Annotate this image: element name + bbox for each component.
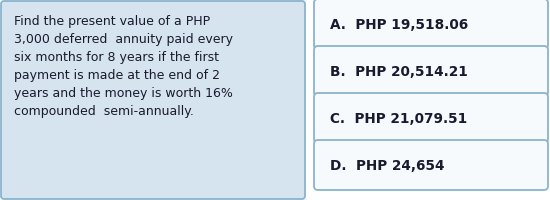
Text: D.  PHP 24,654: D. PHP 24,654 xyxy=(330,158,444,172)
FancyBboxPatch shape xyxy=(314,0,548,50)
Text: Find the present value of a PHP
3,000 deferred  annuity paid every
six months fo: Find the present value of a PHP 3,000 de… xyxy=(14,15,233,117)
Text: B.  PHP 20,514.21: B. PHP 20,514.21 xyxy=(330,65,468,79)
FancyBboxPatch shape xyxy=(314,94,548,143)
Text: C.  PHP 21,079.51: C. PHP 21,079.51 xyxy=(330,111,468,125)
FancyBboxPatch shape xyxy=(314,47,548,97)
FancyBboxPatch shape xyxy=(314,140,548,190)
FancyBboxPatch shape xyxy=(1,2,305,199)
Text: A.  PHP 19,518.06: A. PHP 19,518.06 xyxy=(330,18,468,32)
